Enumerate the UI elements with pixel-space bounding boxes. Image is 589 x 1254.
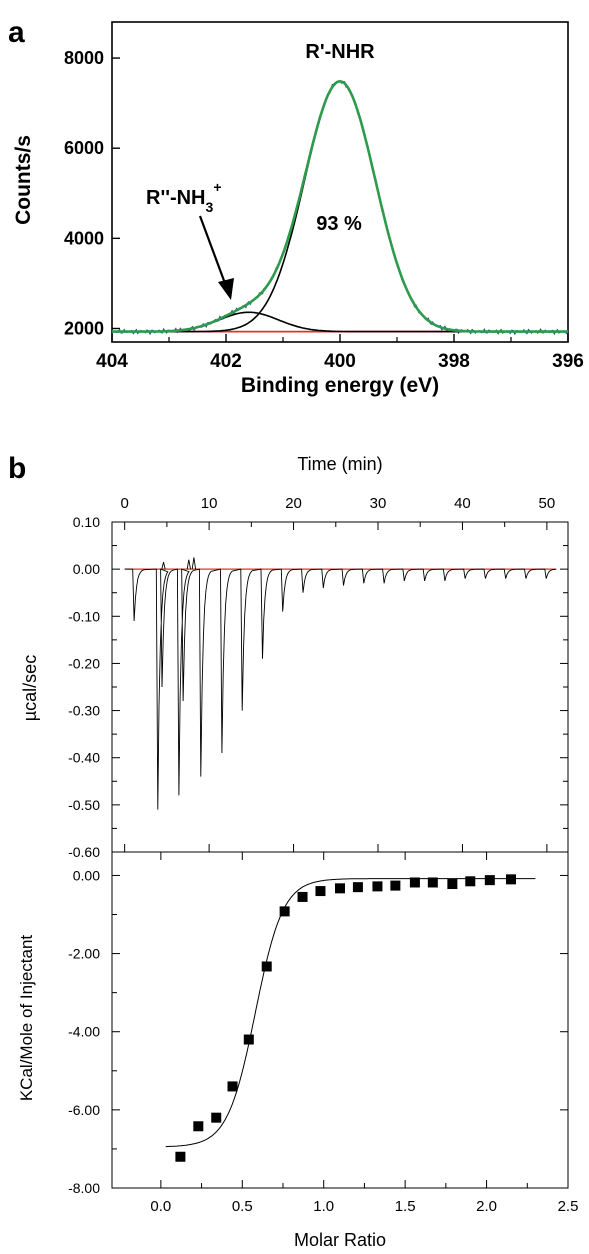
data-point: [335, 883, 345, 894]
fit-curve: [165, 878, 536, 1148]
chart-b-bottom-y-tick-label: -8.00: [68, 1180, 100, 1196]
chart-b-top-y-tick-label: -0.60: [68, 844, 100, 860]
thermogram-spike: [161, 561, 166, 570]
chart-b-top-lines: [124, 557, 557, 810]
chart-b-bottom-x-tick-label: 2.0: [476, 1198, 497, 1215]
data-point: [447, 879, 458, 890]
chart-a-x-tick-label: 396: [552, 351, 584, 372]
percent-label: 93 %: [316, 213, 362, 235]
peak-main-label: R'-NHR: [305, 41, 375, 63]
chart-a-xlabel: Binding energy (eV): [241, 374, 439, 397]
chart-a-y-ticks: 2000 4000 6000 8000: [64, 48, 120, 338]
chart-a-ylabel: Counts/s: [12, 135, 35, 225]
data-point: [261, 961, 272, 972]
component-minor-line: [151, 311, 506, 333]
data-point: [175, 1151, 186, 1162]
data-point: [315, 886, 326, 897]
data-point: [193, 1121, 204, 1132]
data-point: [297, 891, 308, 902]
chart-a-lines: [111, 79, 569, 336]
chart-b-top-x-tick-label: 30: [370, 495, 387, 512]
chart-b-top-ylabel: µcal/sec: [20, 655, 40, 721]
data-point: [243, 1034, 254, 1045]
chart-b-bottom-points: [175, 874, 516, 1162]
data-point: [372, 881, 383, 892]
chart-a-y-tick-label: 6000: [64, 138, 104, 158]
chart-b-bottom-y-tick-label: -2.00: [68, 946, 100, 962]
envelope-fit-line: [112, 79, 568, 333]
chart-a-y-tick-label: 8000: [64, 48, 104, 68]
chart-a-y-tick-label: 2000: [64, 318, 104, 338]
chart-b-bottom-y-tick-label: 0.00: [73, 867, 100, 883]
chart-a-x-tick-label: 404: [96, 351, 128, 372]
data-point: [465, 876, 476, 887]
data-point: [227, 1081, 238, 1092]
chart-b-bottom-x-tick-label: 1.5: [395, 1198, 416, 1215]
chart-b-bottom-ylabel: KCal/Mole of Injectant: [17, 935, 36, 1102]
chart-b-top: 0 10 20 30 40 50 0.10 0.00 -0.10 -0.20 -0.30 -0.40…: [20, 454, 569, 860]
panel-a-letter: a: [8, 16, 25, 49]
chart-b-bottom: 0.0 0.5 1.0 1.5 2.0 2.5 0.00 -2.00 -4.00 -6.00 -8…: [17, 851, 578, 1250]
peak-minor-arrow-shaft: [198, 215, 228, 287]
chart-b-bottom-y-tick-label: -6.00: [68, 1102, 100, 1118]
chart-a-y-tick-label: 4000: [64, 228, 104, 248]
chart-b-top-x-tick-label: 40: [454, 495, 471, 512]
chart-a-x-tick-label: 400: [324, 351, 356, 372]
chart-b-top-y-tick-label: -0.10: [68, 608, 100, 624]
peak-minor-arrowhead: [218, 278, 234, 300]
chart-b-top-x-tick-label: 0: [120, 495, 128, 512]
chart-b-top-x-tick-label: 50: [539, 495, 556, 512]
chart-b-bottom-frame: [111, 851, 569, 1189]
chart-b-bottom-x-tick-label: 1.0: [313, 1198, 334, 1215]
chart-b-top-y-tick-label: -0.50: [68, 797, 100, 813]
chart-b-bottom-y-ticks: 0.00 -2.00 -4.00 -6.00 -8.00: [68, 867, 568, 1196]
thermogram-spike: [191, 557, 197, 570]
chart-b-bottom-x-tick-label: 0.0: [150, 1198, 171, 1215]
chart-b-top-y-ticks: 0.10 0.00 -0.10 -0.20 -0.30 -0.40 -0.50 -0.60: [68, 514, 568, 860]
data-point: [211, 1112, 222, 1123]
chart-b-bottom-x-ticks: 0.0 0.5 1.0 1.5 2.0 2.5: [150, 852, 578, 1215]
data-point: [279, 906, 290, 917]
chart-a-frame: [111, 21, 569, 343]
chart-a-x-ticks: 404 402 400 398 396: [96, 334, 584, 372]
chart-b-top-y-tick-label: -0.40: [68, 750, 100, 766]
data-point: [409, 877, 420, 888]
data-point: [484, 875, 495, 886]
chart-b-top-x-tick-label: 20: [285, 495, 302, 512]
chart-b-bottom-y-tick-label: -4.00: [68, 1024, 100, 1040]
data-point: [427, 877, 438, 888]
chart-b-top-y-tick-label: -0.30: [68, 703, 100, 719]
chart-b-top-x-tick-label: 10: [201, 495, 218, 512]
chart-b-bottom-xlabel: Molar Ratio: [294, 1230, 386, 1250]
chart-b-bottom-x-tick-label: 0.5: [232, 1198, 253, 1215]
chart-b-top-x-ticks: 0 10 20 30 40 50: [120, 495, 555, 852]
data-point: [390, 880, 401, 891]
chart-a: 404 402 400 398 396 2000 4000 6000 8000 Binding…: [12, 21, 584, 397]
chart-b-bottom-lines: [165, 878, 536, 1148]
panel-b-letter: b: [8, 452, 26, 485]
chart-b-top-y-tick-label: 0.10: [73, 514, 100, 530]
chart-a-x-tick-label: 402: [210, 351, 242, 372]
chart-b-top-y-tick-label: 0.00: [73, 561, 100, 577]
thermogram-trace: [124, 568, 557, 810]
data-point: [506, 874, 516, 885]
peak-minor-label: R''-NH3+: [146, 179, 222, 215]
chart-a-x-tick-label: 398: [438, 351, 470, 372]
chart-b-bottom-x-tick-label: 2.5: [558, 1198, 579, 1215]
chart-b-top-y-tick-label: -0.20: [68, 655, 100, 671]
chart-b-top-xlabel: Time (min): [297, 454, 382, 474]
data-point: [352, 882, 363, 893]
thermogram-spike: [186, 559, 191, 570]
